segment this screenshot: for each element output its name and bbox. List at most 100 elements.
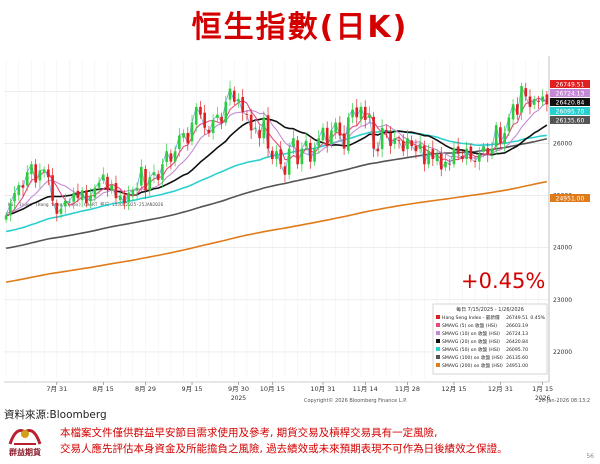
price-tag-box xyxy=(550,80,590,88)
chart-header: HSI Index (Hang Seng Index) CHART 每日 15J… xyxy=(8,201,164,208)
candle-body xyxy=(80,190,84,201)
price-tag-value: 26420.84 xyxy=(556,99,585,106)
candle-body xyxy=(439,153,443,170)
candle-body xyxy=(173,151,177,162)
x-tick-label: 10月 31 xyxy=(310,385,335,393)
candle-body xyxy=(380,127,384,150)
candlesticks xyxy=(4,80,549,223)
candle-body xyxy=(203,112,206,128)
x-tick-label: 8月 15 xyxy=(93,385,114,393)
candle-body xyxy=(131,190,135,196)
candle-body xyxy=(304,140,308,147)
candle-body xyxy=(363,106,367,120)
candle-body xyxy=(287,148,291,175)
y-tick-label: 23000 xyxy=(553,297,572,304)
candle-body xyxy=(292,138,295,147)
legend-swatch xyxy=(436,355,440,359)
candle-body xyxy=(127,192,130,202)
candle-body xyxy=(232,90,236,102)
x-tick-label: 11月 14 xyxy=(353,385,378,393)
candle-body xyxy=(393,138,397,144)
y-tick-label: 24000 xyxy=(553,245,572,252)
right-price-tags: 26749.51 26724.13 26420.84 26095.70 26135.60… xyxy=(550,80,590,202)
candle-body xyxy=(321,127,325,141)
candle-body xyxy=(444,161,447,168)
candle-body xyxy=(465,148,468,160)
candle-body xyxy=(389,132,392,147)
ma-200-line xyxy=(5,180,548,283)
x-tick-label: 11月 28 xyxy=(395,385,420,393)
price-tag-box xyxy=(550,116,590,124)
candle-body xyxy=(25,172,29,186)
candle-body xyxy=(397,140,401,142)
chart-svg: HSI Index (Hang Seng Index) CHART 每日 15J… xyxy=(4,56,592,406)
candle-body xyxy=(528,96,532,107)
candle-body xyxy=(224,101,228,123)
candle-body xyxy=(376,148,380,152)
candle-body xyxy=(342,133,346,149)
candle-body xyxy=(401,140,405,152)
candle-body xyxy=(254,127,257,129)
ma-20-line xyxy=(5,117,548,217)
candle-body xyxy=(169,153,173,162)
candle-body xyxy=(190,122,194,142)
candle-body xyxy=(258,129,261,139)
legend-box xyxy=(432,303,548,375)
price-tag-value: 26135.60 xyxy=(556,117,585,124)
y-tick-label: 26000 xyxy=(553,140,572,147)
candle-body xyxy=(72,192,76,202)
candle-body xyxy=(106,176,109,191)
candle-body xyxy=(13,192,16,202)
candle-body xyxy=(101,174,105,181)
legend-value: 26749.51 xyxy=(506,315,528,321)
candle-body xyxy=(410,140,414,147)
legend-value: 26724.13 xyxy=(506,331,528,337)
candle-body xyxy=(368,114,371,118)
candle-body xyxy=(17,185,21,196)
candle-body xyxy=(427,151,430,165)
candle-body xyxy=(461,155,464,160)
candle-body xyxy=(532,99,536,105)
candle-body xyxy=(317,138,321,147)
candle-body xyxy=(161,164,164,180)
candle-body xyxy=(372,116,375,149)
candle-body xyxy=(114,183,118,199)
candle-body xyxy=(194,106,198,125)
candle-body xyxy=(199,106,202,115)
candle-body xyxy=(182,132,185,138)
candle-body xyxy=(241,97,245,113)
moving-average-lines xyxy=(5,85,548,283)
candle-body xyxy=(220,116,223,123)
candle-body xyxy=(545,94,549,105)
legend-swatch xyxy=(436,363,440,367)
candle-body xyxy=(334,122,337,133)
candle-body xyxy=(42,169,46,173)
candle-body xyxy=(97,182,101,188)
x-tick-label: 9月 30 xyxy=(228,385,249,393)
candle-body xyxy=(9,203,12,216)
logo-icon xyxy=(8,429,42,445)
candle-body xyxy=(494,125,498,147)
x-tick-label: 12月 31 xyxy=(488,385,513,393)
candle-body xyxy=(270,150,274,160)
copyright-text: Copyright© 2026 Bloomberg Finance L.P. xyxy=(304,397,407,404)
legend-title: 每日 7/15/2025 - 1/26/2026 xyxy=(456,306,524,313)
candle-body xyxy=(452,148,456,165)
candle-body xyxy=(165,151,168,163)
candle-body xyxy=(300,148,304,165)
candle-body xyxy=(435,153,439,162)
candle-body xyxy=(55,202,59,214)
price-tag-value: 26095.70 xyxy=(556,108,585,115)
legend-label: SMAVG (20) on 收盤 (HSI) xyxy=(442,338,500,345)
legend-value: 26603.19 xyxy=(506,323,528,329)
legend-label: SMAVG (50) on 收盤 (HSI) xyxy=(442,346,500,353)
candle-body xyxy=(68,201,71,203)
candle-body xyxy=(473,161,477,162)
candle-body xyxy=(21,185,25,188)
candle-body xyxy=(38,170,42,181)
ma-5-line xyxy=(5,97,548,217)
candle-body xyxy=(537,101,540,102)
candle-body xyxy=(262,117,266,139)
candle-body xyxy=(541,96,544,102)
